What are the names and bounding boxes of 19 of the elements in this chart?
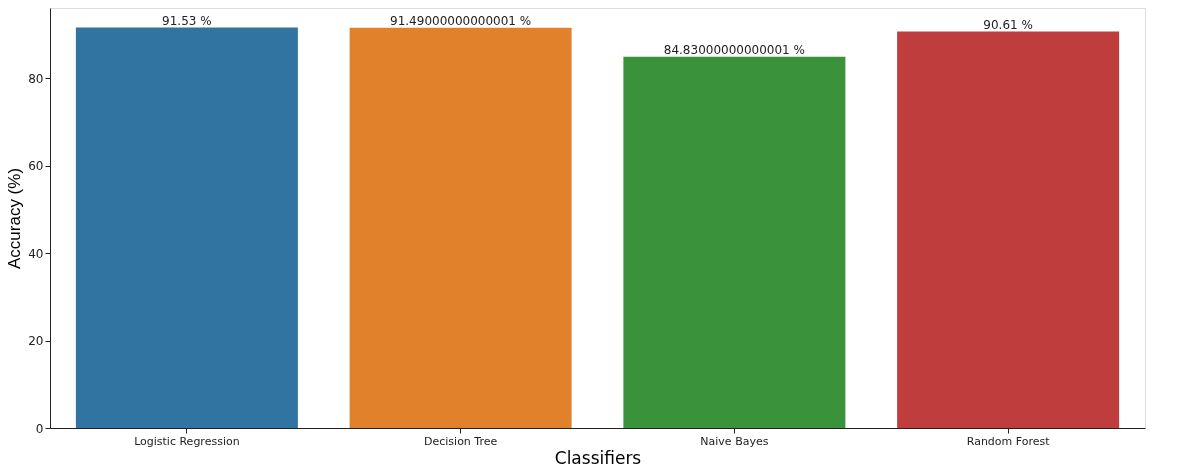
bar bbox=[897, 31, 1120, 428]
x-axis-title: Classifiers bbox=[554, 447, 642, 468]
y-tick-label: 60 bbox=[28, 159, 44, 173]
x-tick-label: Naive Bayes bbox=[700, 434, 769, 448]
y-tick-label: 0 bbox=[35, 421, 44, 436]
y-tick-label: 80 bbox=[28, 71, 44, 86]
x-tick-label: Decision Tree bbox=[424, 434, 498, 448]
data-label: 90.61 % bbox=[983, 17, 1033, 32]
data-label: 91.53 % bbox=[162, 13, 212, 28]
bar bbox=[75, 27, 298, 428]
y-tick-label: 40 bbox=[28, 246, 44, 261]
x-tick-label: Random Forest bbox=[966, 434, 1051, 448]
y-axis-title: Accuracy (%) bbox=[5, 167, 25, 270]
x-tick-label: Logistic Regression bbox=[134, 434, 240, 448]
y-tick-label: 20 bbox=[28, 334, 44, 348]
bar bbox=[623, 56, 846, 428]
data-label: 84.83000000000001 % bbox=[663, 42, 805, 57]
bar bbox=[349, 27, 572, 428]
data-label: 91.49000000000001 % bbox=[390, 13, 532, 28]
